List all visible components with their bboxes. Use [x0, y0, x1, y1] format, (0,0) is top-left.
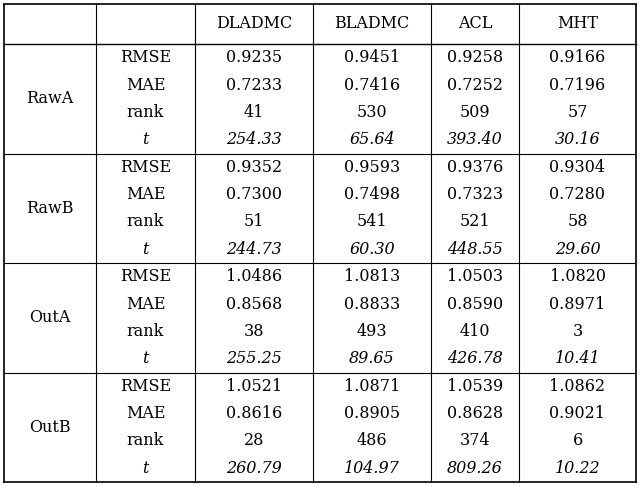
Text: 426.78: 426.78 [447, 350, 503, 367]
Text: 486: 486 [356, 433, 387, 450]
Text: 448.55: 448.55 [447, 241, 503, 258]
Text: 1.0813: 1.0813 [344, 268, 400, 285]
Text: 29.60: 29.60 [555, 241, 600, 258]
Text: 255.25: 255.25 [226, 350, 282, 367]
Text: RMSE: RMSE [120, 378, 171, 395]
Text: RMSE: RMSE [120, 159, 171, 175]
Text: 509: 509 [460, 104, 490, 121]
Text: t: t [142, 241, 148, 258]
Text: rank: rank [127, 104, 164, 121]
Text: 0.7280: 0.7280 [550, 186, 605, 203]
Text: OutA: OutA [29, 309, 70, 326]
Text: 41: 41 [244, 104, 264, 121]
Text: 0.8590: 0.8590 [447, 295, 503, 312]
Text: 30.16: 30.16 [555, 131, 600, 148]
Text: 10.22: 10.22 [555, 460, 600, 477]
Text: 3: 3 [572, 323, 582, 340]
Text: t: t [142, 131, 148, 148]
Text: 0.9593: 0.9593 [344, 159, 400, 175]
Text: 51: 51 [244, 213, 264, 230]
Text: MAE: MAE [125, 77, 165, 94]
Text: 521: 521 [460, 213, 490, 230]
Text: 0.7196: 0.7196 [549, 77, 605, 94]
Text: DLADMC: DLADMC [216, 16, 292, 33]
Text: rank: rank [127, 323, 164, 340]
Text: t: t [142, 460, 148, 477]
Text: 0.7233: 0.7233 [226, 77, 282, 94]
Text: 65.64: 65.64 [349, 131, 395, 148]
Text: 0.9021: 0.9021 [550, 405, 605, 422]
Text: 0.8833: 0.8833 [344, 295, 400, 312]
Text: 58: 58 [567, 213, 588, 230]
Text: RawB: RawB [26, 200, 74, 217]
Text: 0.9166: 0.9166 [549, 49, 605, 66]
Text: 1.0503: 1.0503 [447, 268, 503, 285]
Text: 1.0486: 1.0486 [226, 268, 282, 285]
Text: 0.8616: 0.8616 [226, 405, 282, 422]
Text: 0.9352: 0.9352 [226, 159, 282, 175]
Text: 0.7416: 0.7416 [344, 77, 400, 94]
Text: 1.0521: 1.0521 [226, 378, 282, 395]
Text: t: t [142, 350, 148, 367]
Text: 0.8905: 0.8905 [344, 405, 400, 422]
Text: RMSE: RMSE [120, 49, 171, 66]
Text: OutB: OutB [29, 419, 71, 436]
Text: 10.41: 10.41 [555, 350, 600, 367]
Text: 60.30: 60.30 [349, 241, 395, 258]
Text: 89.65: 89.65 [349, 350, 395, 367]
Text: 410: 410 [460, 323, 490, 340]
Text: ACL: ACL [458, 16, 492, 33]
Text: 0.8568: 0.8568 [226, 295, 282, 312]
Text: 393.40: 393.40 [447, 131, 503, 148]
Text: 0.9451: 0.9451 [344, 49, 400, 66]
Text: 374: 374 [460, 433, 490, 450]
Text: 0.7300: 0.7300 [226, 186, 282, 203]
Text: 541: 541 [356, 213, 387, 230]
Text: 1.0820: 1.0820 [550, 268, 605, 285]
Text: rank: rank [127, 433, 164, 450]
Text: 0.7252: 0.7252 [447, 77, 503, 94]
Text: 0.9376: 0.9376 [447, 159, 503, 175]
Text: 0.7323: 0.7323 [447, 186, 503, 203]
Text: 1.0871: 1.0871 [344, 378, 400, 395]
Text: 0.9235: 0.9235 [226, 49, 282, 66]
Text: RawA: RawA [26, 90, 74, 107]
Text: 0.8971: 0.8971 [549, 295, 605, 312]
Text: 0.9258: 0.9258 [447, 49, 503, 66]
Text: 254.33: 254.33 [226, 131, 282, 148]
Text: 244.73: 244.73 [226, 241, 282, 258]
Text: 1.0862: 1.0862 [549, 378, 605, 395]
Text: 28: 28 [244, 433, 264, 450]
Text: 57: 57 [567, 104, 588, 121]
Text: 38: 38 [244, 323, 264, 340]
Text: MHT: MHT [557, 16, 598, 33]
Text: 6: 6 [572, 433, 582, 450]
Text: BLADMC: BLADMC [334, 16, 410, 33]
Text: MAE: MAE [125, 405, 165, 422]
Text: 493: 493 [356, 323, 387, 340]
Text: MAE: MAE [125, 295, 165, 312]
Text: 0.8628: 0.8628 [447, 405, 503, 422]
Text: 104.97: 104.97 [344, 460, 400, 477]
Text: 1.0539: 1.0539 [447, 378, 503, 395]
Text: 260.79: 260.79 [226, 460, 282, 477]
Text: rank: rank [127, 213, 164, 230]
Text: 0.9304: 0.9304 [550, 159, 605, 175]
Text: RMSE: RMSE [120, 268, 171, 285]
Text: 530: 530 [356, 104, 387, 121]
Text: 809.26: 809.26 [447, 460, 503, 477]
Text: 0.7498: 0.7498 [344, 186, 400, 203]
Text: MAE: MAE [125, 186, 165, 203]
